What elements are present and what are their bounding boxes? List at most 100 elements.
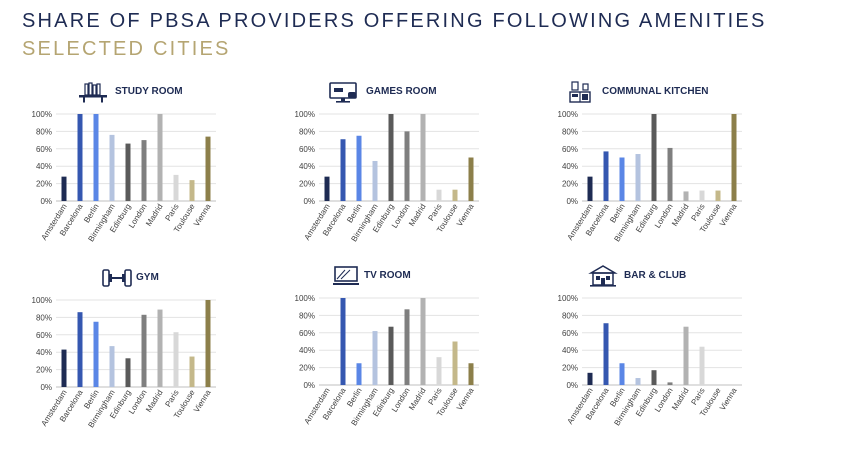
bar-toulouse <box>715 190 721 201</box>
chart-panel-communal-kitchen: COMMUNAL KITCHEN 0% 20% 40% 60% 80% 100% Amste… <box>546 80 816 280</box>
page-title: SHARE OF PBSA PROVIDERS OFFERING FOLLOWI… <box>22 10 767 32</box>
y-tick-label: 40% <box>299 162 315 171</box>
bar-birmingham <box>372 331 378 385</box>
bar-berlin <box>93 114 99 201</box>
games-screen-icon <box>326 80 360 104</box>
chart-title: COMMUNAL KITCHEN <box>602 86 709 97</box>
y-tick-label: 60% <box>36 331 52 340</box>
chart-title: GAMES ROOM <box>366 86 437 97</box>
bar-birmingham <box>635 154 641 201</box>
chart-title: BAR & CLUB <box>624 270 687 281</box>
bar-chart: 0%20%40%60%80%100%AmsterdamBarcelonaBerl… <box>558 294 742 427</box>
chart-header: STUDY ROOM <box>20 80 290 106</box>
y-tick-label: 20% <box>36 366 52 375</box>
bar-birmingham <box>109 134 115 201</box>
y-tick-label: 0% <box>303 197 315 206</box>
bar-london <box>404 131 410 201</box>
bar-barcelona <box>77 114 83 201</box>
bar-berlin <box>619 157 625 201</box>
chart-header: COMMUNAL KITCHEN <box>546 80 816 106</box>
bar-edinburg <box>651 370 657 385</box>
y-tick-label: 0% <box>566 381 578 390</box>
bar-london <box>667 382 673 385</box>
y-tick-label: 40% <box>562 162 578 171</box>
y-tick-label: 40% <box>299 346 315 355</box>
x-tick-label: Vienna <box>455 386 476 412</box>
y-tick-label: 0% <box>40 197 52 206</box>
y-tick-label: 100% <box>295 294 315 303</box>
bar-edinburg <box>651 114 657 201</box>
bar-birmingham <box>372 160 378 201</box>
bar-madrid <box>683 191 689 201</box>
x-tick-label: Madrid <box>407 386 428 412</box>
y-tick-label: 100% <box>558 110 578 119</box>
bookshelf-icon <box>76 80 110 104</box>
bar-london <box>404 309 410 385</box>
page-subtitle: SELECTED CITIES <box>22 38 231 60</box>
bar-toulouse <box>189 356 195 387</box>
x-tick-label: Vienna <box>192 388 213 414</box>
bar-berlin <box>356 363 362 385</box>
y-tick-label: 0% <box>40 383 52 392</box>
bar-madrid <box>157 114 163 201</box>
y-tick-label: 80% <box>36 127 52 136</box>
bar-amsterdam <box>61 349 67 387</box>
y-tick-label: 60% <box>36 145 52 154</box>
y-tick-label: 60% <box>562 329 578 338</box>
y-tick-label: 0% <box>566 197 578 206</box>
bar-paris <box>436 357 442 385</box>
y-tick-label: 100% <box>558 294 578 303</box>
tv-icon <box>329 264 363 288</box>
bar-madrid <box>157 309 163 387</box>
y-tick-label: 80% <box>562 127 578 136</box>
y-tick-label: 20% <box>299 364 315 373</box>
y-tick-label: 40% <box>36 348 52 357</box>
bar-vienna <box>205 300 211 387</box>
y-tick-label: 20% <box>562 180 578 189</box>
bar-paris <box>173 332 179 387</box>
bar-madrid <box>420 298 426 385</box>
x-tick-label: Madrid <box>670 386 691 412</box>
x-tick-label: Vienna <box>192 202 213 228</box>
bar-barcelona <box>340 298 346 385</box>
chart-header: GYM <box>20 266 290 292</box>
bar-barcelona <box>603 151 609 201</box>
bar-vienna <box>468 363 474 385</box>
bar-paris <box>699 190 705 201</box>
chart-panel-bar-club: BAR & CLUB 0% 20% 40% 60% 80% 100% Amsterdam Ba… <box>546 264 816 464</box>
bar-edinburg <box>125 358 131 387</box>
x-tick-label: Vienna <box>718 386 739 412</box>
y-tick-label: 60% <box>299 145 315 154</box>
bar-barcelona <box>77 312 83 387</box>
bar-amsterdam <box>61 176 67 201</box>
chart-panel-gym: GYM 0% 20% 40% 60% 80% 100% Amsterdam Barcelona… <box>20 266 290 466</box>
y-tick-label: 40% <box>562 346 578 355</box>
y-tick-label: 80% <box>299 311 315 320</box>
chart-header: BAR & CLUB <box>546 264 816 290</box>
x-tick-label: Vienna <box>718 202 739 228</box>
bar-amsterdam <box>587 372 593 385</box>
bar-paris <box>699 346 705 385</box>
y-tick-label: 80% <box>562 311 578 320</box>
y-tick-label: 80% <box>299 127 315 136</box>
bar-amsterdam <box>324 176 330 201</box>
y-tick-label: 80% <box>36 313 52 322</box>
bar-berlin <box>93 321 99 387</box>
y-tick-label: 20% <box>36 180 52 189</box>
y-tick-label: 60% <box>299 329 315 338</box>
bar-barcelona <box>603 323 609 385</box>
bar-amsterdam <box>587 176 593 201</box>
y-tick-label: 60% <box>562 145 578 154</box>
bar-vienna <box>731 114 737 201</box>
bar-chart: 0%20%40%60%80%100%AmsterdamBarcelonaBerl… <box>558 110 742 243</box>
chart-title: GYM <box>136 272 159 283</box>
chart-header: TV ROOM <box>283 264 553 290</box>
bar-berlin <box>356 135 362 201</box>
x-tick-label: Madrid <box>407 202 428 228</box>
bar-vienna <box>468 157 474 201</box>
y-tick-label: 40% <box>36 162 52 171</box>
bar-building-icon <box>586 264 620 288</box>
bar-barcelona <box>340 139 346 201</box>
bar-paris <box>436 189 442 201</box>
x-tick-label: Madrid <box>144 388 165 414</box>
